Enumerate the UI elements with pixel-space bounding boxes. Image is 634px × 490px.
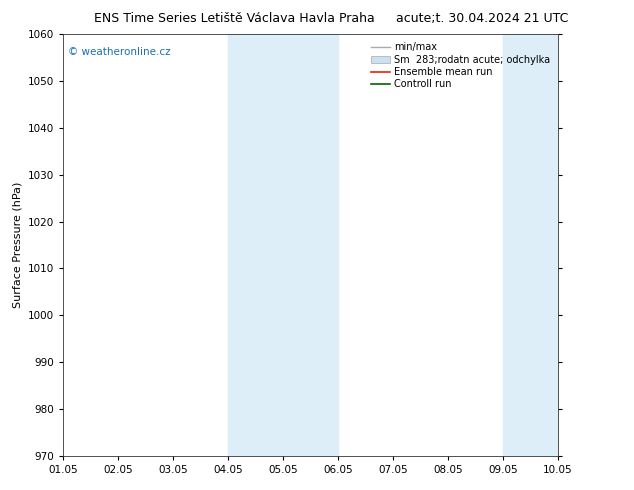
Text: © weatheronline.cz: © weatheronline.cz	[68, 47, 171, 57]
Text: acute;t. 30.04.2024 21 UTC: acute;t. 30.04.2024 21 UTC	[396, 12, 568, 25]
Text: ENS Time Series Letiště Václava Havla Praha: ENS Time Series Letiště Václava Havla Pr…	[94, 12, 375, 25]
Bar	[228, 34, 338, 456]
Bar	[503, 34, 558, 456]
Legend: min/max, Sm  283;rodatn acute; odchylka, Ensemble mean run, Controll run: min/max, Sm 283;rodatn acute; odchylka, …	[368, 39, 553, 92]
Y-axis label: Surface Pressure (hPa): Surface Pressure (hPa)	[13, 182, 23, 308]
